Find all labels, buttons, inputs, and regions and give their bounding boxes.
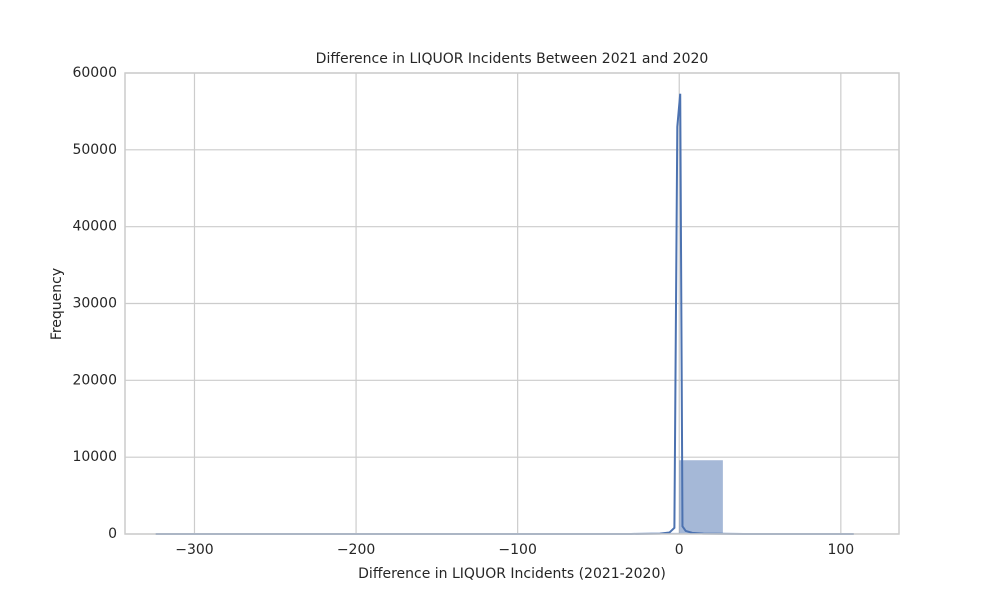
y-axis-label: Frequency xyxy=(49,268,65,340)
kde-line xyxy=(156,94,854,534)
x-tick-label: 0 xyxy=(675,542,684,558)
y-tick-label: 60000 xyxy=(72,65,117,81)
y-tick-label: 20000 xyxy=(72,372,117,388)
y-tick-label: 0 xyxy=(108,526,117,542)
y-tick-label: 40000 xyxy=(72,219,117,235)
y-tick-label: 30000 xyxy=(72,296,117,312)
x-tick-label: −200 xyxy=(337,542,375,558)
x-tick-label: −100 xyxy=(498,542,536,558)
chart-title: Difference in LIQUOR Incidents Between 2… xyxy=(316,51,709,67)
x-tick-label: 100 xyxy=(827,542,854,558)
x-axis-label: Difference in LIQUOR Incidents (2021-202… xyxy=(358,566,666,582)
x-tick-label: −300 xyxy=(175,542,213,558)
histogram-bar xyxy=(679,460,723,534)
y-tick-label: 10000 xyxy=(72,449,117,465)
y-tick-label: 50000 xyxy=(72,142,117,158)
